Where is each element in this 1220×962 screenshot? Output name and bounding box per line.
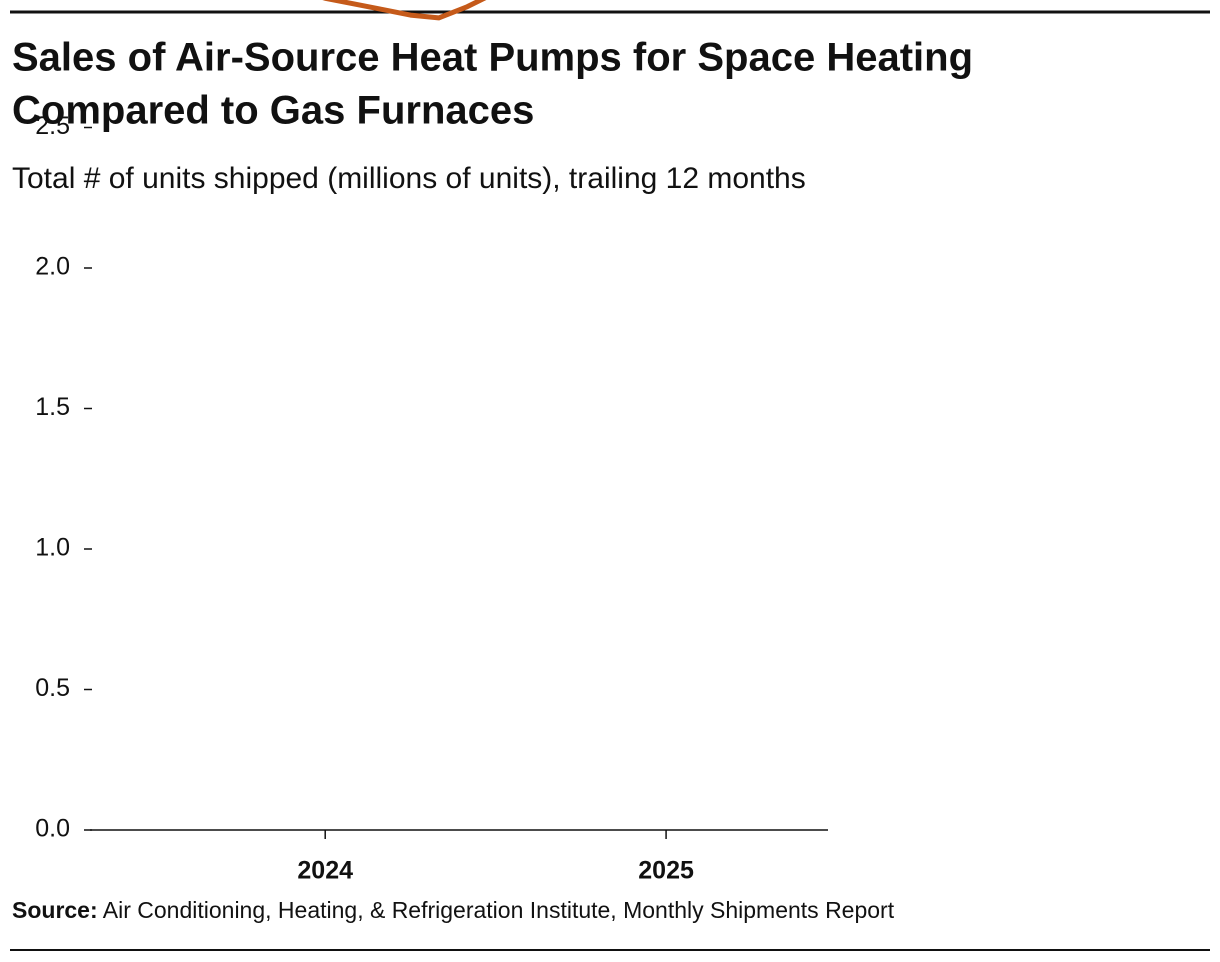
y-tick-label: 2.5 (35, 112, 70, 140)
x-tick-label: 2025 (638, 857, 694, 885)
y-tick-label: 1.0 (35, 534, 70, 562)
source: Source: Air Conditioning, Heating, & Ref… (12, 897, 895, 923)
y-tick-label: 0.0 (35, 815, 70, 843)
x-tick-label: 2024 (297, 857, 353, 885)
y-tick-label: 1.5 (35, 393, 70, 421)
chart-title: Sales of Air-Source Heat Pumps for Space… (12, 36, 973, 80)
y-tick-label: 0.5 (35, 674, 70, 702)
chart-subtitle: Total # of units shipped (millions of un… (12, 162, 806, 195)
source-text: Air Conditioning, Heating, & Refrigerati… (98, 897, 895, 923)
chart-title: Compared to Gas Furnaces (12, 89, 534, 133)
source-label: Source: (12, 897, 98, 923)
y-tick-label: 2.0 (35, 253, 70, 281)
series-line (322, 0, 487, 21)
